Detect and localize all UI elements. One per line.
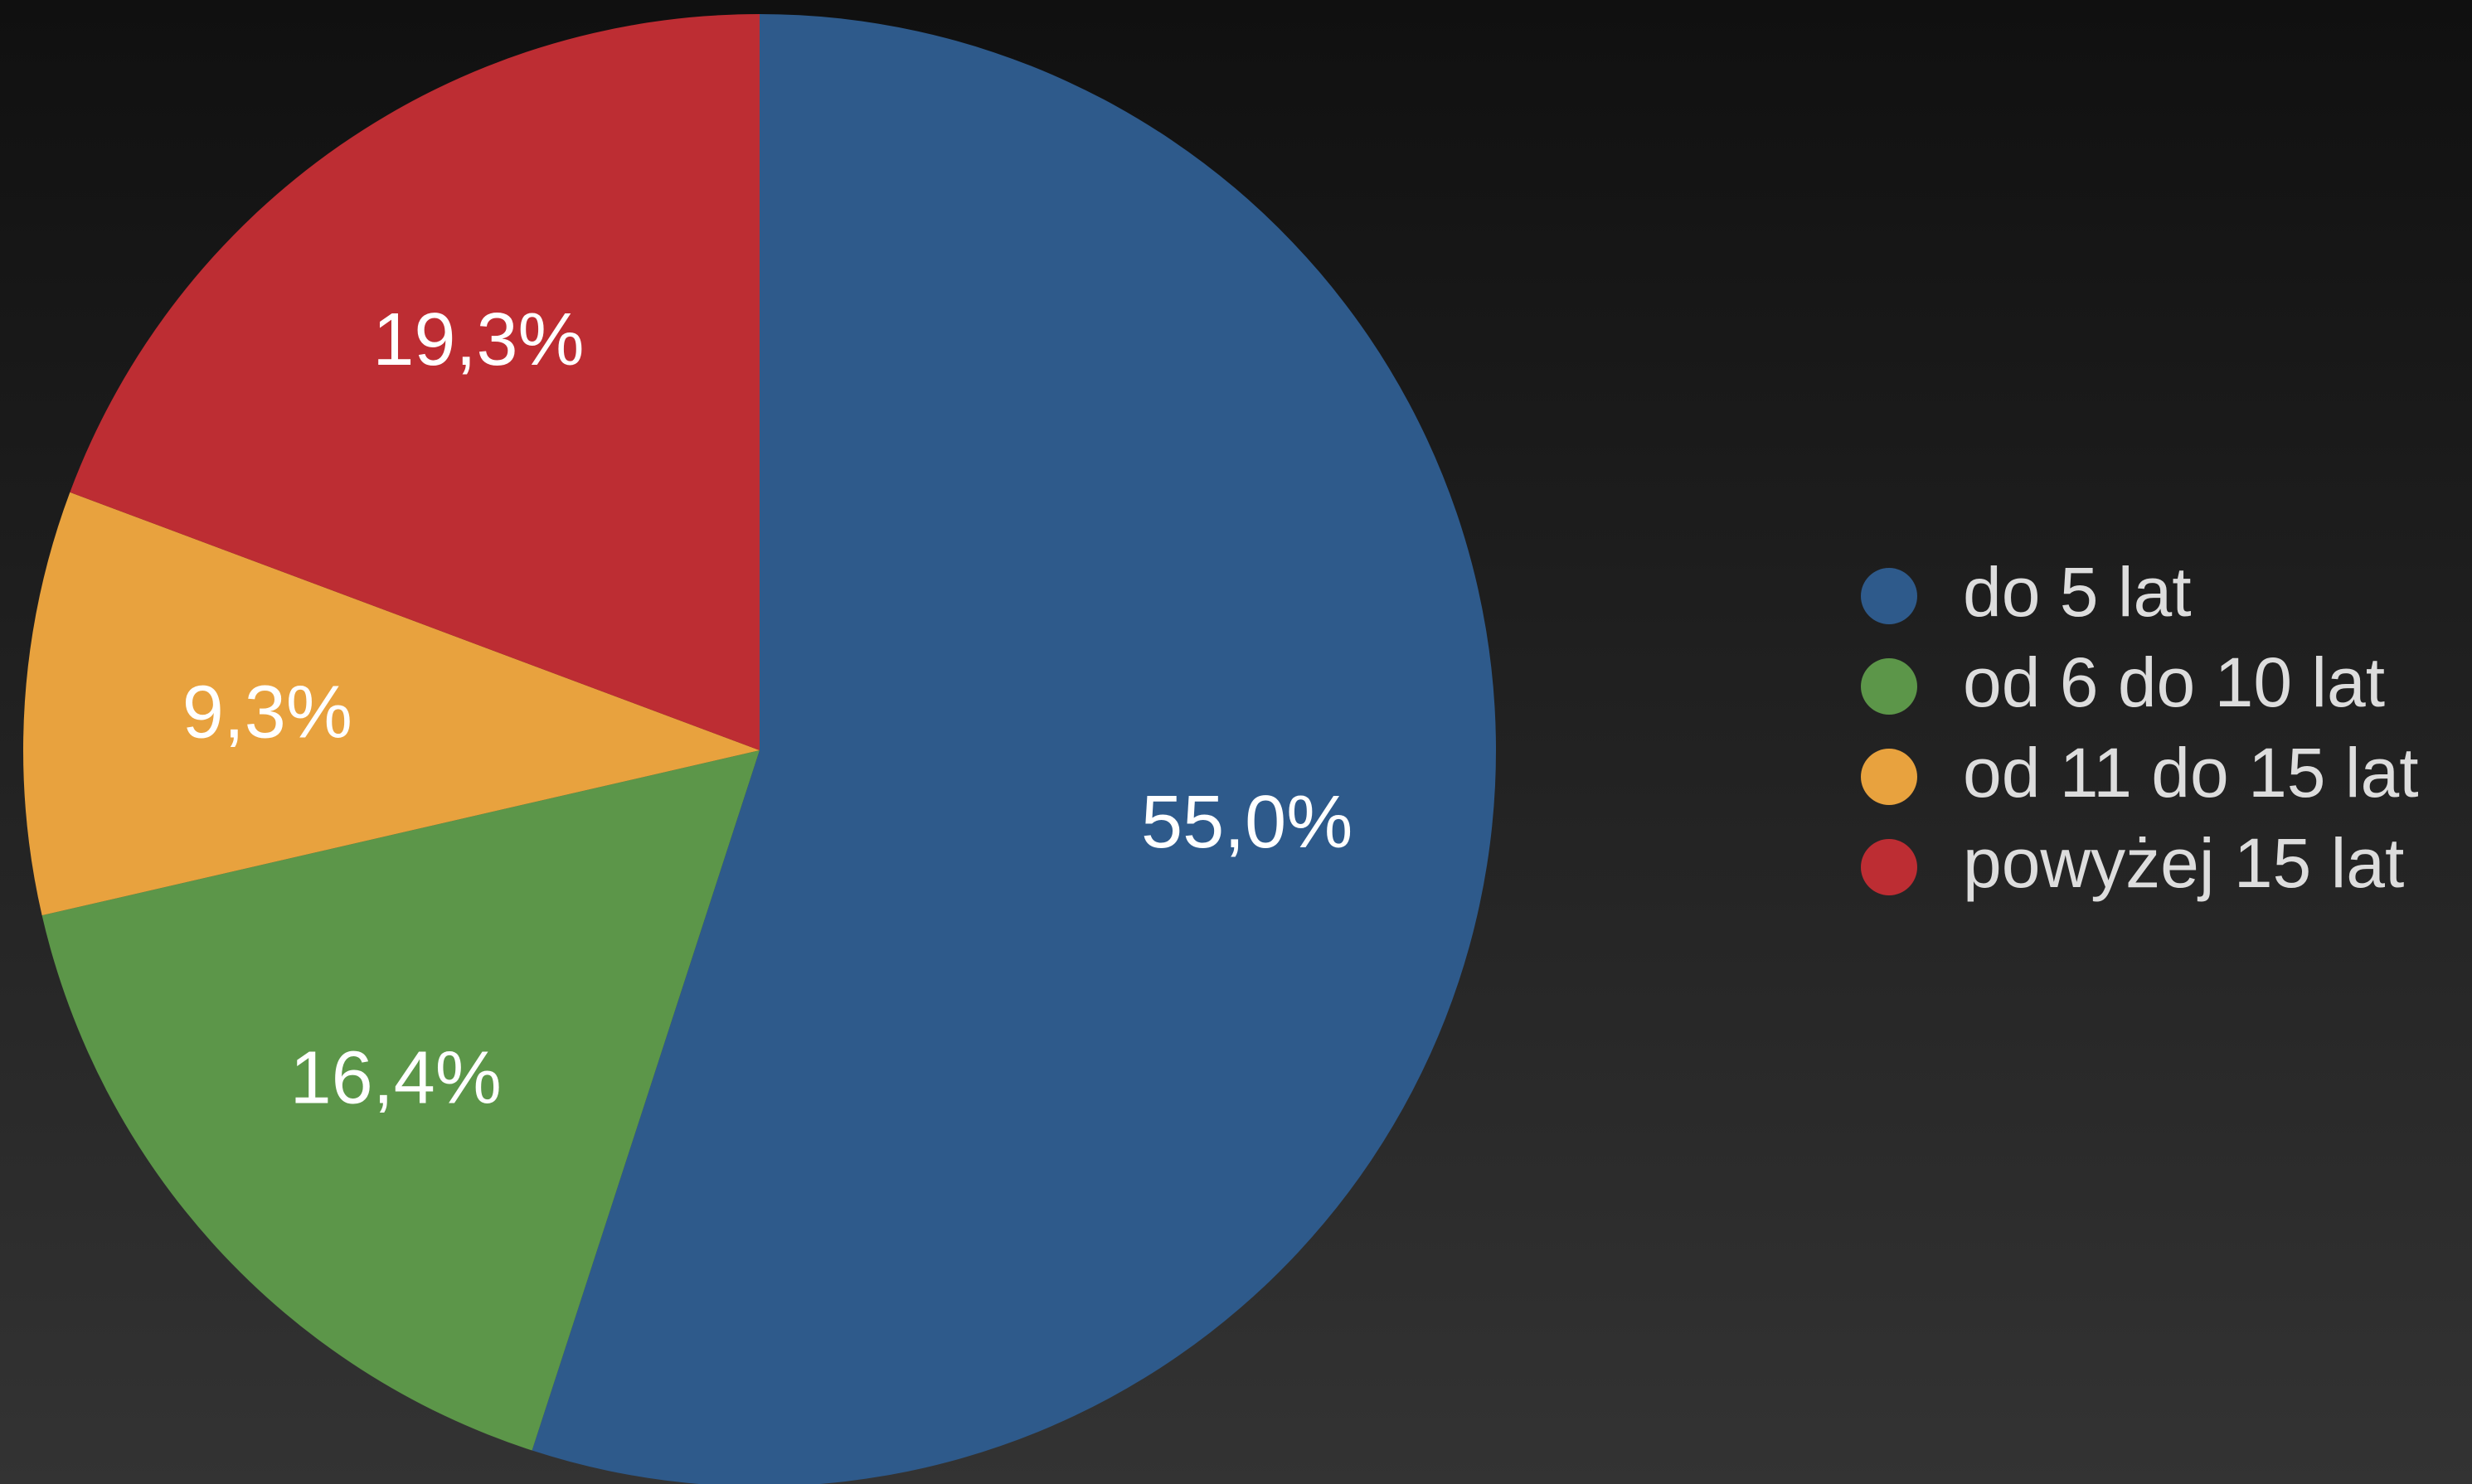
data-label: 19,3%: [372, 298, 584, 381]
pie-slice: [41, 750, 760, 1451]
legend-label: od 6 do 10 lat: [1963, 643, 2385, 721]
legend-marker: [1861, 839, 1917, 895]
legend-marker: [1861, 658, 1917, 715]
legend-marker: [1861, 749, 1917, 805]
pie-slice: [532, 14, 1496, 1484]
pie-slice: [22, 492, 760, 916]
legend-label: od 11 do 15 lat: [1963, 734, 2419, 812]
data-label: 16,4%: [290, 1037, 502, 1120]
data-label: 9,3%: [182, 672, 352, 754]
pie-slice: [70, 13, 760, 750]
legend-marker: [1861, 568, 1917, 624]
legend-label: powyżej 15 lat: [1963, 824, 2404, 902]
legend-label: do 5 lat: [1963, 553, 2192, 631]
data-label: 55,0%: [1141, 781, 1353, 864]
